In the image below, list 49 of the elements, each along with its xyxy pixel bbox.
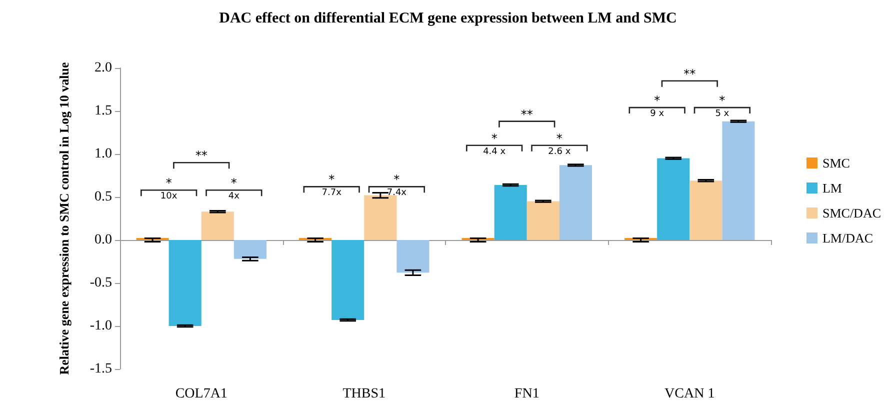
annotation: 4.4 x (483, 146, 506, 157)
y-tick-label: -1.0 (90, 318, 112, 334)
y-tick-label: 2.0 (94, 60, 112, 76)
y-tick-label: 0.5 (94, 190, 112, 204)
y-tick-label: -1.5 (90, 362, 112, 376)
annotation: 10x (160, 192, 178, 202)
x-tick-label: FN1 (514, 386, 540, 401)
legend-label: LM (822, 180, 842, 196)
bar (559, 165, 592, 240)
annotation: 7.4x (386, 188, 408, 198)
annotation: 5 x (715, 109, 730, 120)
x-tick-label: VCAN 1 (664, 386, 715, 401)
annotation: * (491, 131, 498, 146)
annotation: * (654, 94, 660, 108)
bar (201, 212, 234, 240)
annotation: * (719, 94, 726, 108)
x-tick-label: COL7A1 (175, 386, 228, 401)
annotation: ** (520, 107, 533, 122)
bar (396, 240, 430, 273)
legend-label: SMC/DAC (822, 206, 882, 220)
annotation: 4x (228, 192, 240, 202)
chart-title: DAC effect on differential ECM gene expression between LM and SMC (219, 10, 677, 26)
annotation: * (394, 172, 400, 187)
y-tick-label: 0.0 (94, 232, 112, 248)
annotation: * (230, 176, 237, 190)
bar (722, 121, 755, 240)
bar (494, 184, 527, 240)
bar (364, 195, 397, 240)
annotation: 9 x (650, 109, 665, 120)
bar (332, 240, 364, 320)
annotation: * (556, 131, 562, 146)
bar (657, 158, 690, 240)
annotation: * (328, 172, 335, 187)
y-tick-label: 1.0 (94, 146, 112, 162)
bar (234, 240, 266, 259)
bar (526, 201, 560, 240)
y-axis-title: Relative gene expression to SMC control in Log 10 value (56, 62, 72, 375)
y-tick-label: -0.5 (90, 276, 112, 290)
legend-label: SMC (822, 156, 850, 170)
legend-label: LM/DAC (822, 230, 874, 246)
y-tick-label: 1.5 (94, 104, 112, 118)
annotation: 7.7x (322, 188, 342, 198)
bar (690, 180, 722, 240)
annotation: ** (684, 66, 696, 81)
x-tick-label: THBS1 (342, 386, 386, 401)
bar (168, 240, 202, 326)
annotation: 2.6 x (548, 146, 572, 157)
annotation: * (166, 176, 172, 190)
annotation: ** (195, 148, 208, 163)
